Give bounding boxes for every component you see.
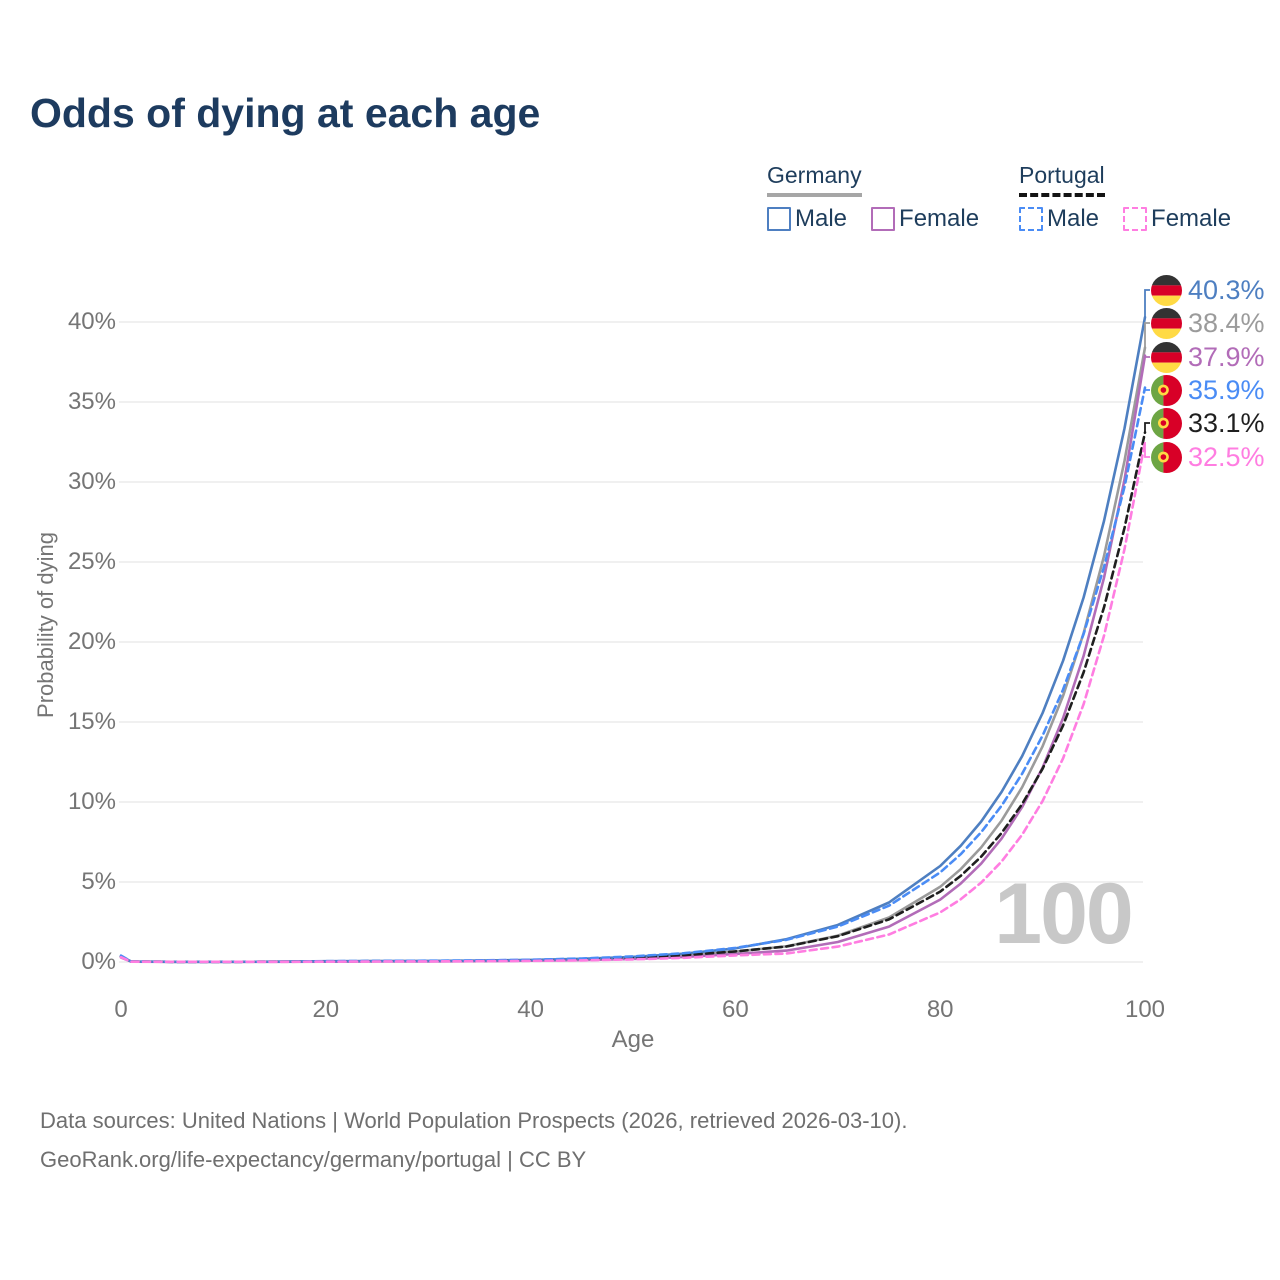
portugal-flag-icon (1151, 374, 1182, 406)
legend-label-germany-male: Male (795, 205, 848, 232)
end-connector-germany-male (1144, 289, 1150, 318)
footer-data-sources: Data sources: United Nations | World Pop… (40, 1108, 908, 1133)
germany-flag-icon (1151, 341, 1182, 373)
x-tick-80: 80 (926, 996, 954, 1023)
end-label-germany-both-sexes: 38.4% (1151, 307, 1265, 339)
page-title: Odds of dying at each age (30, 90, 541, 136)
x-tick-100: 100 (1124, 996, 1166, 1023)
legend-label-germany-female: Female (899, 205, 980, 232)
portugal-flag-icon (1151, 407, 1182, 439)
legend-group-portugal: Portugal Male Female (1019, 162, 1251, 233)
germany-flag-icon (1151, 307, 1182, 339)
y-tick-40%: 40% (67, 308, 116, 335)
end-value-label: 35.9% (1188, 374, 1265, 405)
germany-female-swatch-icon[interactable] (871, 207, 896, 231)
legend-label-portugal-female: Female (1151, 205, 1232, 232)
end-value-label: 40.3% (1188, 274, 1265, 305)
portugal-flag-icon (1151, 441, 1182, 473)
x-axis-title: Age (611, 1026, 655, 1053)
series-line-germany-male (119, 315, 1147, 964)
legend-item-germany-male[interactable]: Male (767, 205, 847, 233)
legend-country-germany[interactable]: Germany (767, 162, 862, 197)
legend-group-germany: Germany Male Female (767, 162, 999, 233)
germany-flag-icon (1151, 274, 1182, 306)
y-tick-30%: 30% (67, 468, 116, 495)
y-tick-10%: 10% (67, 788, 116, 815)
legend-label-portugal-male: Male (1047, 205, 1100, 232)
end-value-label: 38.4% (1188, 307, 1265, 338)
footer-attribution-link[interactable]: GeoRank.org/life-expectancy/germany/port… (40, 1147, 587, 1172)
series-line-germany-both-sexes (119, 346, 1147, 964)
end-connector-portugal-male (1144, 387, 1150, 391)
end-connector-portugal-both-sexes (1144, 422, 1150, 433)
y-tick-25%: 25% (67, 548, 116, 575)
legend-item-germany-female[interactable]: Female (871, 205, 979, 233)
end-label-germany-female: 37.9% (1151, 341, 1265, 373)
series-line-portugal-male (119, 386, 1147, 964)
end-connector-germany-both-sexes (1144, 322, 1150, 348)
end-connector-germany-female (1144, 355, 1150, 358)
legend-item-portugal-female[interactable]: Female (1123, 205, 1231, 233)
x-tick-20: 20 (312, 996, 340, 1023)
end-label-germany-male: 40.3% (1151, 274, 1265, 306)
end-connector-portugal-female (1144, 442, 1150, 458)
end-label-portugal-both-sexes: 33.1% (1151, 407, 1265, 439)
x-tick-60: 60 (722, 996, 749, 1023)
y-tick-20%: 20% (67, 628, 116, 655)
portugal-male-swatch-icon[interactable] (1019, 207, 1043, 231)
portugal-female-swatch-icon[interactable] (1123, 207, 1148, 231)
x-tick-40: 40 (517, 996, 544, 1023)
legend-item-portugal-male[interactable]: Male (1019, 205, 1099, 233)
y-tick-0%: 0% (81, 948, 116, 975)
series-line-portugal-female (119, 440, 1147, 964)
age-counter-watermark: 100 (994, 866, 1132, 962)
end-label-portugal-male: 35.9% (1151, 374, 1265, 406)
legend-country-portugal[interactable]: Portugal (1019, 162, 1105, 197)
y-tick-15%: 15% (67, 708, 116, 735)
germany-male-swatch-icon[interactable] (767, 207, 791, 231)
x-tick-0: 0 (114, 996, 128, 1023)
end-value-label: 32.5% (1188, 441, 1265, 472)
end-value-label: 33.1% (1188, 407, 1265, 438)
end-label-portugal-female: 32.5% (1151, 441, 1265, 473)
y-tick-35%: 35% (67, 388, 116, 415)
y-tick-5%: 5% (81, 868, 116, 895)
end-value-label: 37.9% (1188, 341, 1265, 372)
